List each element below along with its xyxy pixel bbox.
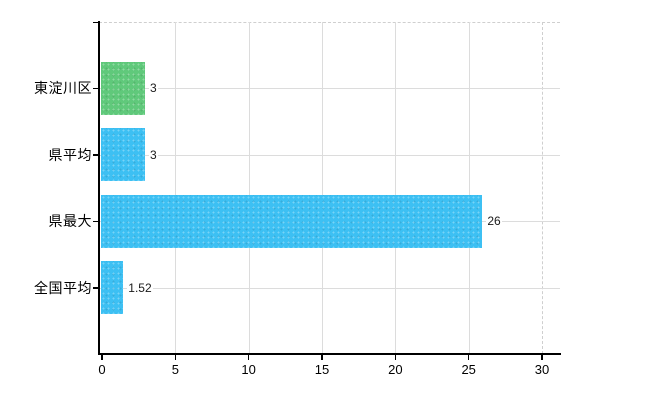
vertical-gridline: [395, 22, 397, 354]
x-tick-label: 30: [534, 362, 550, 377]
x-tick-mark: [541, 354, 543, 360]
vertical-gridline: [542, 22, 544, 354]
vertical-gridline: [322, 22, 323, 354]
category-label: 東淀川区: [34, 80, 92, 97]
bar: [101, 128, 145, 182]
y-axis: [98, 21, 100, 355]
x-tick-mark: [101, 354, 103, 360]
y-tick-mark: [93, 287, 99, 289]
category-label: 県平均: [48, 146, 92, 163]
x-tick-mark: [247, 354, 250, 360]
bar: [101, 61, 145, 115]
x-tick-mark: [467, 354, 470, 360]
x-tick-label: 10: [241, 362, 256, 377]
category-label: 県最大: [48, 213, 92, 230]
y-tick-mark: [93, 154, 99, 156]
bar-value-label: 1.52: [127, 280, 153, 295]
plot-top-border: [99, 22, 560, 23]
x-tick-label: 20: [388, 362, 403, 377]
x-tick-label: 5: [171, 362, 179, 377]
x-tick-mark: [321, 354, 323, 360]
x-tick-mark: [174, 354, 177, 360]
bar-value-label: 26: [486, 214, 502, 229]
vertical-gridline: [248, 22, 250, 354]
bar-value-label: 3: [149, 81, 158, 96]
y-tick-mark: [93, 21, 99, 23]
bar-value-label: 3: [149, 147, 158, 162]
category-label: 全国平均: [34, 279, 92, 296]
x-tick-label: 0: [98, 362, 106, 377]
y-tick-mark: [93, 87, 99, 90]
horizontal-gridline: [99, 287, 560, 289]
x-axis: [98, 353, 561, 355]
x-tick-label: 15: [314, 362, 330, 377]
vertical-gridline: [175, 22, 177, 354]
vertical-gridline: [468, 22, 470, 354]
y-tick-mark: [93, 220, 99, 223]
bar: [101, 261, 124, 315]
x-tick-label: 25: [461, 362, 476, 377]
horizontal-gridline: [99, 88, 560, 90]
bar: [101, 194, 483, 248]
x-tick-mark: [394, 354, 397, 360]
horizontal-gridline: [99, 154, 560, 156]
